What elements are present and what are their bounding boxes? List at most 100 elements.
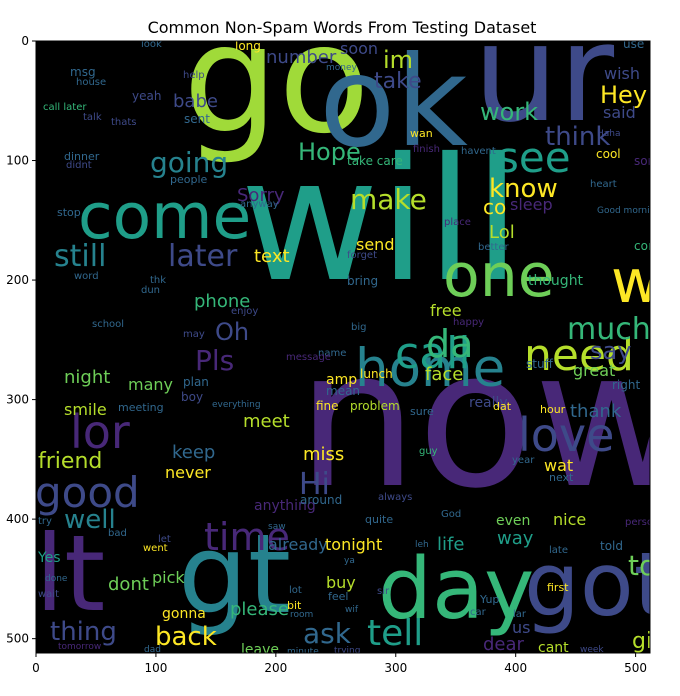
word-babe: babe <box>173 91 218 112</box>
word-lot: lot <box>289 585 302 596</box>
word-always: always <box>378 492 412 503</box>
word-lol: Lol <box>489 222 515 243</box>
word-free: free <box>430 301 462 320</box>
word-dinner: dinner <box>64 150 100 163</box>
word-gt: gt <box>178 510 291 638</box>
word-dad: dad <box>144 645 161 655</box>
word-cant: cant <box>538 640 569 656</box>
word-sir: sir <box>377 586 390 597</box>
word-got: got <box>524 533 668 636</box>
word-anything: anything <box>254 498 316 514</box>
word-let: let <box>158 534 171 545</box>
word-word: word <box>74 271 99 282</box>
word-bring: bring <box>347 274 378 288</box>
word-going: going <box>150 146 228 179</box>
word-good-morning: Good morning <box>597 206 661 216</box>
y-axis: 0 100 200 300 400 500 <box>6 34 36 646</box>
word-later: later <box>168 239 238 274</box>
word-quite: quite <box>365 513 393 526</box>
word-really: really <box>469 395 508 411</box>
word-may: may <box>183 329 205 340</box>
word-hi: Hi <box>299 467 330 502</box>
word-thk: thk <box>150 275 166 286</box>
word-try: try <box>38 516 52 527</box>
word-happy: happy <box>453 317 484 328</box>
word-something: something <box>634 154 680 168</box>
word-bit: bit <box>287 599 302 612</box>
word-feel: feel <box>328 590 348 603</box>
x-tick-label: 500 <box>624 661 647 675</box>
x-tick-label: 200 <box>264 661 287 675</box>
word-wif: wif <box>345 605 359 615</box>
word-guy: guy <box>419 446 438 457</box>
chart-title: Common Non-Spam Words From Testing Datas… <box>148 18 537 37</box>
word-meet: meet <box>243 411 290 432</box>
word-look: look <box>141 39 162 50</box>
word-first: first <box>547 581 569 594</box>
word-life: life <box>437 534 464 555</box>
word-next: next <box>549 471 574 484</box>
word-hour: hour <box>540 403 566 416</box>
word-god: God <box>441 509 461 520</box>
word-yup: Yup <box>479 593 499 606</box>
word-please: please <box>230 599 289 620</box>
word-call-later: call later <box>43 102 87 113</box>
word-co: co <box>483 195 506 219</box>
word-room: room <box>290 610 313 620</box>
word-ya: ya <box>344 556 355 566</box>
word-big: big <box>351 322 366 333</box>
word-hey: Hey <box>600 81 647 109</box>
word-want: want <box>611 247 680 317</box>
word-lunch: lunch <box>360 367 393 381</box>
word-go: go <box>183 0 370 167</box>
word-will: will <box>240 122 521 320</box>
word-dat: dat <box>493 400 512 413</box>
word-anyway: anyway <box>240 199 279 210</box>
word-didnt: didnt <box>66 160 92 171</box>
y-tick-label: 300 <box>6 393 29 407</box>
word-lt: lt <box>35 513 105 635</box>
word-think: think <box>545 122 610 152</box>
word-work: work <box>480 98 538 126</box>
word-leh: leh <box>415 540 429 550</box>
word-never: never <box>165 463 211 482</box>
x-axis: 0 100 200 300 400 500 <box>32 653 647 675</box>
word-sorry: Sorry <box>237 185 285 206</box>
word-thing: thing <box>50 617 117 647</box>
word-friend: friend <box>38 449 102 474</box>
word-year: year <box>512 455 535 466</box>
plot-frame <box>35 40 651 654</box>
word-amp: amp <box>326 372 357 388</box>
word-stop: stop <box>57 206 81 219</box>
word-went: went <box>143 543 168 554</box>
word-much: much <box>567 312 651 347</box>
plot-background <box>36 41 650 653</box>
word-bad: bad <box>108 528 127 539</box>
word-smile: smile <box>64 400 107 419</box>
word-call: call <box>395 328 471 379</box>
word-use: use <box>623 37 644 51</box>
word-lor: lor <box>70 405 130 459</box>
word-plan: plan <box>183 375 209 389</box>
word-da: da <box>426 322 473 366</box>
word-today: today <box>628 549 680 582</box>
word-wat: wat <box>544 456 573 475</box>
word-mean: mean <box>326 384 360 398</box>
word-ok: ok <box>319 30 468 175</box>
word-boy: boy <box>181 390 203 404</box>
word-hope: Hope <box>298 138 361 166</box>
word-come: come <box>78 180 251 253</box>
word-dont: dont <box>108 574 149 595</box>
word-tell: tell <box>367 613 423 654</box>
word-sleep: sleep <box>510 195 553 214</box>
word-layer: willnowgourokltgtdaygotcomeonewanthomeca… <box>35 0 680 656</box>
word-make: make <box>350 183 427 216</box>
word-day: day <box>378 540 534 639</box>
word-need: need <box>524 330 634 381</box>
y-tick-label: 100 <box>6 154 29 168</box>
word-one: one <box>443 241 555 311</box>
word-right: right <box>612 378 640 392</box>
word-wait: wait <box>38 589 59 600</box>
x-tick-label: 400 <box>504 661 527 675</box>
